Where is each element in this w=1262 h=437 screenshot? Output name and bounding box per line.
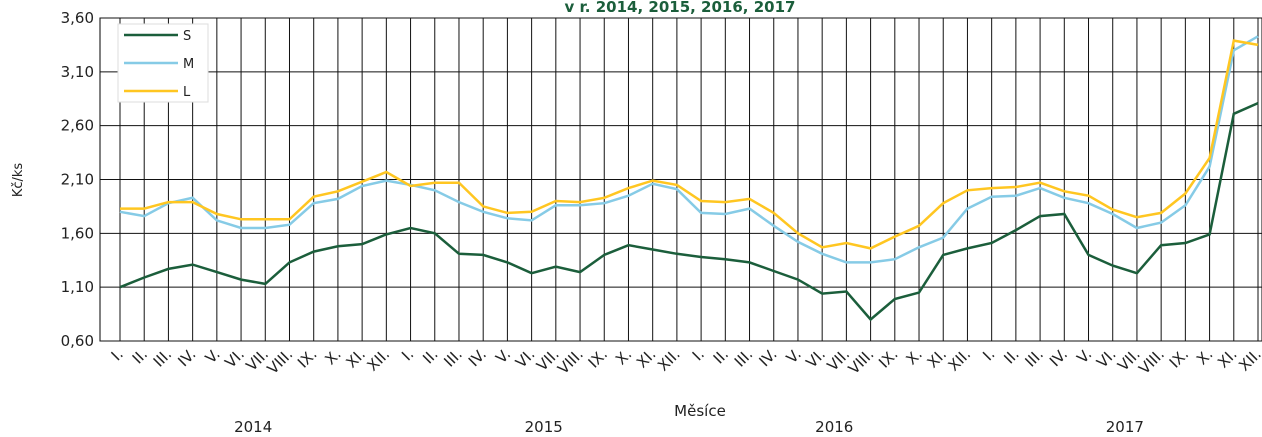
x-tick-label: III. bbox=[150, 345, 175, 370]
x-axis-label: Měsíce bbox=[674, 402, 726, 420]
x-tick-label: VI. bbox=[221, 345, 247, 371]
x-tick-label: XI. bbox=[924, 345, 950, 371]
x-tick-label: I. bbox=[689, 345, 708, 364]
year-label: 2017 bbox=[1106, 418, 1144, 436]
y-tick-label: 0,60 bbox=[61, 332, 94, 350]
chart-title: v r. 2014, 2015, 2016, 2017 bbox=[565, 0, 796, 16]
x-tick-label: VIII. bbox=[264, 345, 297, 378]
y-tick-label: 3,10 bbox=[61, 63, 94, 81]
x-tick-label: II. bbox=[710, 345, 732, 367]
x-tick-label: VI. bbox=[512, 345, 538, 371]
x-tick-label: XI. bbox=[1214, 345, 1240, 371]
x-tick-label: X. bbox=[1193, 345, 1216, 368]
y-tick-label: 2,10 bbox=[61, 171, 94, 189]
x-tick-label: VI. bbox=[803, 345, 829, 371]
x-tick-label: IV. bbox=[174, 345, 199, 370]
legend-label: S bbox=[183, 29, 191, 44]
x-tick-label: XII. bbox=[1235, 345, 1262, 375]
x-tick-label: I. bbox=[979, 345, 998, 364]
x-tick-label: II. bbox=[129, 345, 151, 367]
year-label: 2016 bbox=[815, 418, 853, 436]
y-axis-label: Kč/ks bbox=[11, 163, 26, 198]
line-series bbox=[120, 39, 1259, 250]
x-tick-label: XII. bbox=[654, 345, 684, 375]
x-tick-label: IX. bbox=[1166, 345, 1192, 371]
x-tick-label: V. bbox=[202, 345, 224, 367]
x-tick-label: III. bbox=[1021, 345, 1046, 370]
x-tick-label: VIII. bbox=[845, 345, 878, 378]
x-tick-label: XII. bbox=[945, 345, 975, 375]
y-tick-label: 1,10 bbox=[61, 278, 94, 296]
legend-label: L bbox=[183, 85, 191, 100]
x-tick-label: IV. bbox=[465, 345, 490, 370]
x-tick-label: I. bbox=[398, 345, 417, 364]
y-tick-label: 2,60 bbox=[61, 117, 94, 135]
x-tick-label: VIII. bbox=[1135, 345, 1168, 378]
x-tick-label: XI. bbox=[633, 345, 659, 371]
x-tick-label: XII. bbox=[364, 345, 394, 375]
line-series bbox=[119, 101, 1259, 322]
x-tick-label: IX. bbox=[294, 345, 320, 371]
x-tick-label: IX. bbox=[875, 345, 901, 371]
x-tick-label: IV. bbox=[1046, 345, 1071, 370]
legend: SML bbox=[117, 23, 209, 103]
x-tick-label: VIII. bbox=[554, 345, 587, 378]
x-tick-label: X. bbox=[612, 345, 635, 368]
year-label: 2014 bbox=[234, 418, 272, 436]
x-tick-label: XI. bbox=[342, 345, 368, 371]
x-tick-label: I. bbox=[108, 345, 127, 364]
x-tick-label: V. bbox=[783, 345, 805, 367]
x-tick-label: VI. bbox=[1093, 345, 1119, 371]
x-tick-label: II. bbox=[419, 345, 441, 367]
legend-label: M bbox=[183, 57, 194, 72]
x-tick-label: II. bbox=[1000, 345, 1022, 367]
x-tick-label: V. bbox=[1073, 345, 1095, 367]
x-tick-label: X. bbox=[321, 345, 344, 368]
x-tick-label: IV. bbox=[755, 345, 780, 370]
year-label: 2015 bbox=[525, 418, 563, 436]
x-tick-label: III. bbox=[731, 345, 756, 370]
x-tick-label: X. bbox=[902, 345, 925, 368]
x-tick-label: IX. bbox=[585, 345, 611, 371]
x-tick-label: V. bbox=[492, 345, 514, 367]
line-series bbox=[119, 35, 1259, 264]
y-tick-label: 3,60 bbox=[61, 9, 94, 27]
y-tick-label: 1,60 bbox=[61, 224, 94, 242]
x-tick-label: III. bbox=[440, 345, 465, 370]
